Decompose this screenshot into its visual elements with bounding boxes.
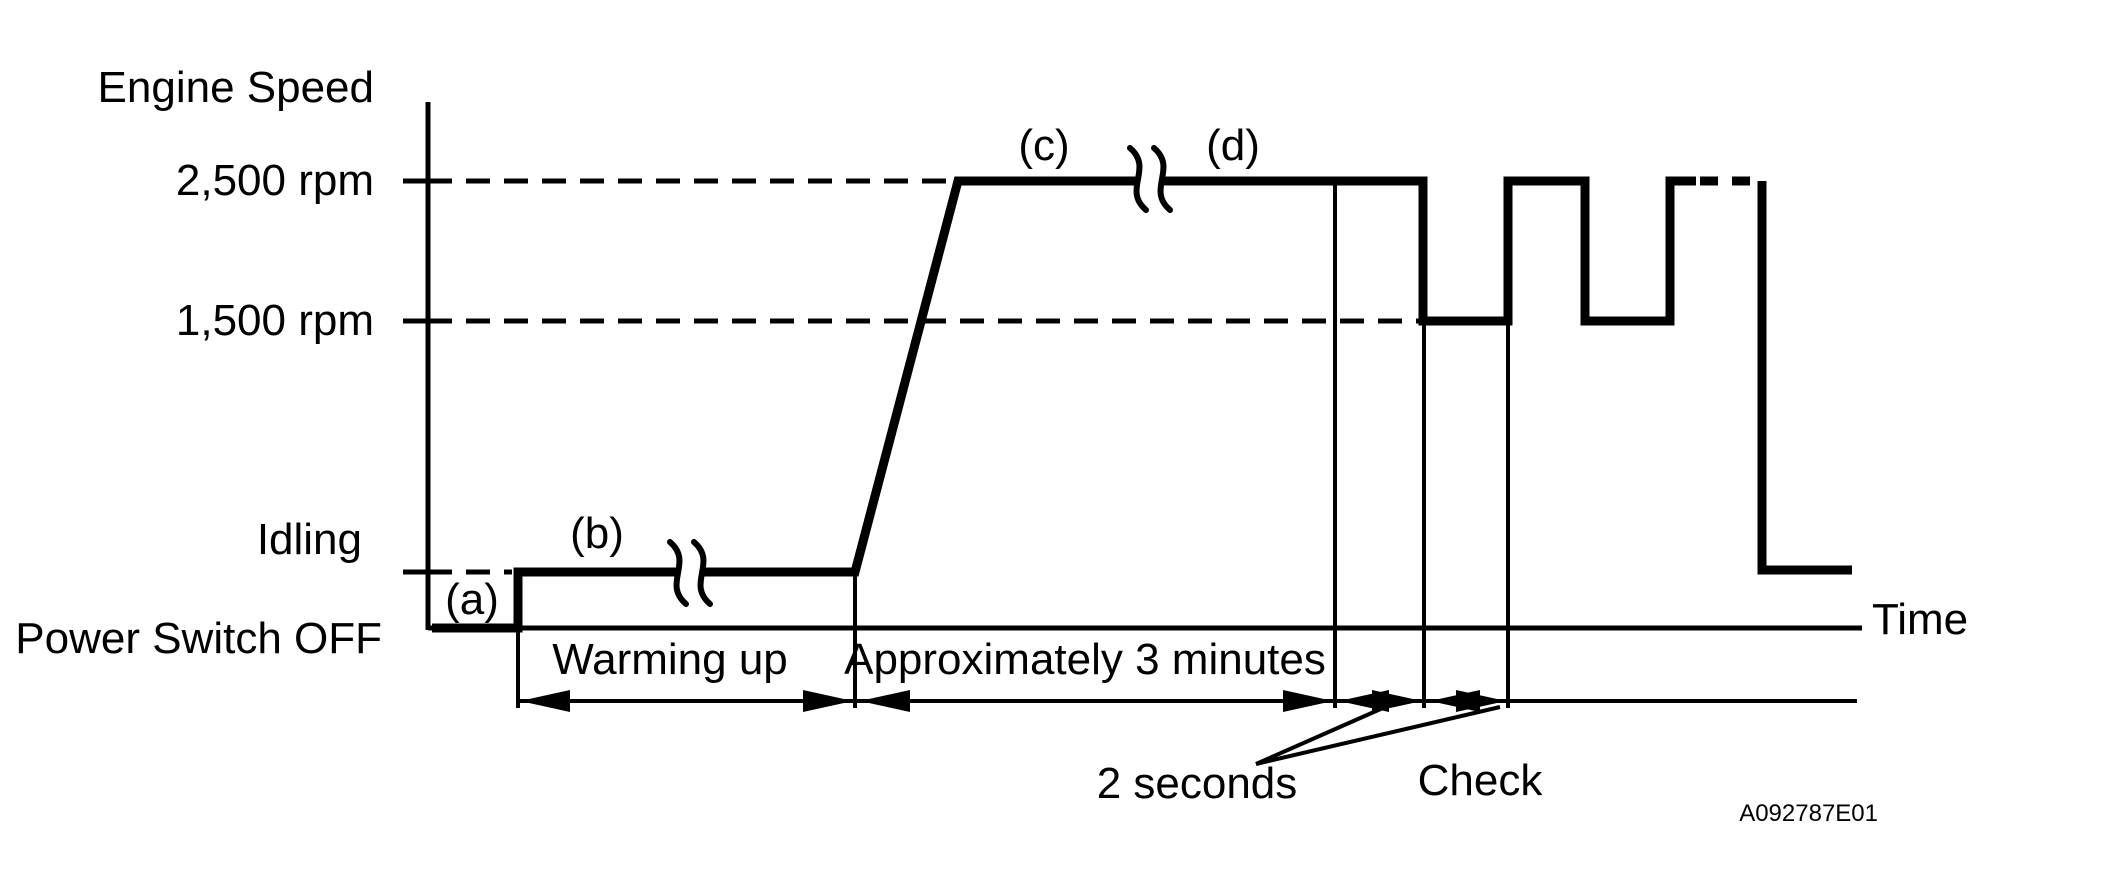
span-label-check: Check bbox=[1417, 756, 1543, 805]
axis-lines bbox=[403, 102, 1862, 631]
tick-label-power-switch-off: Power Switch OFF bbox=[15, 614, 382, 663]
span-label-3-minutes: Approximately 3 minutes bbox=[844, 635, 1326, 684]
phase-label-d: (d) bbox=[1206, 121, 1260, 170]
phase-label-b: (b) bbox=[570, 509, 624, 558]
tick-label-1500-rpm: 1,500 rpm bbox=[175, 296, 374, 345]
signal-trace bbox=[432, 176, 1852, 633]
dimension-lines bbox=[518, 690, 1857, 766]
tick-label-2500-rpm: 2,500 rpm bbox=[175, 156, 374, 205]
figure-code: A092787E01 bbox=[1739, 800, 1878, 827]
break-marks bbox=[667, 145, 1173, 607]
phase-label-c: (c) bbox=[1018, 121, 1070, 170]
phase-label-a: (a) bbox=[445, 575, 499, 624]
marker-lines bbox=[516, 184, 1510, 708]
span-label-warming-up: Warming up bbox=[552, 635, 788, 684]
span-label-2-seconds: 2 seconds bbox=[1096, 759, 1298, 808]
tick-label-idling: Idling bbox=[256, 515, 362, 564]
y-axis-title: Engine Speed bbox=[97, 63, 374, 112]
x-axis-title: Time bbox=[1872, 595, 1969, 644]
